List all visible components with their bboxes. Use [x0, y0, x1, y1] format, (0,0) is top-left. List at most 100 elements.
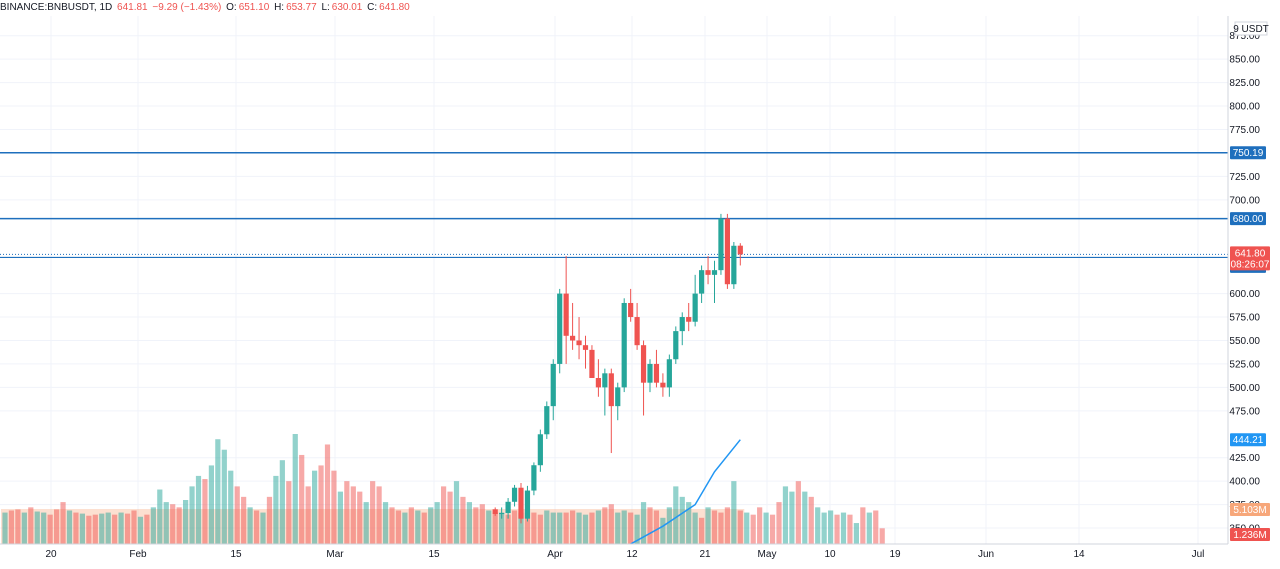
volume-bar	[834, 514, 840, 544]
candle-body	[608, 373, 614, 407]
price-tick-label: 825.00	[1229, 78, 1260, 89]
volume-profile-tag-bg	[1230, 503, 1270, 516]
time-tick-label: Feb	[129, 549, 147, 560]
candle-body	[640, 345, 647, 383]
horizontal-lines[interactable]	[0, 151, 1228, 259]
volume-bar	[408, 507, 414, 544]
candle-body	[550, 363, 556, 407]
volume-bar	[873, 510, 879, 544]
volume-bar	[441, 486, 447, 544]
volume-bar	[260, 512, 266, 544]
volume-bar	[415, 510, 421, 544]
current-price-tag: 641.80	[1235, 248, 1266, 259]
volume-bar	[647, 507, 653, 544]
volume-bar	[460, 496, 466, 544]
candle-body	[589, 349, 595, 379]
price-tick-label: 775.00	[1229, 125, 1260, 136]
volume-bar	[763, 512, 769, 544]
high-label: H:	[274, 2, 285, 13]
unit-box[interactable]	[1234, 21, 1268, 36]
candle-body	[615, 387, 621, 407]
volume-bar	[582, 514, 589, 544]
volume-bar	[234, 486, 240, 544]
candle-body	[595, 378, 601, 388]
volume-bar	[105, 512, 111, 544]
volume-bar	[821, 512, 827, 544]
volume-tag: 1.236M	[1233, 530, 1266, 541]
volume-bar	[679, 496, 685, 544]
volume-bar	[163, 502, 169, 544]
candle-body	[518, 487, 524, 519]
candle-body	[679, 317, 685, 332]
candle-body	[537, 434, 543, 466]
volume-bar	[389, 507, 395, 544]
unit-label: 9 USDT	[1233, 24, 1269, 35]
price-tick-label: 725.00	[1229, 172, 1260, 183]
volume-bar	[266, 496, 273, 544]
volume-bar	[195, 475, 202, 544]
volume-bar	[699, 517, 705, 544]
volume-bar	[705, 507, 711, 544]
volume-bar	[724, 507, 730, 544]
volume-bar	[292, 434, 298, 544]
volume-bar	[241, 496, 247, 544]
volume-bar	[2, 512, 8, 544]
line-price-tag: 750.19	[1233, 148, 1264, 159]
volume-bar	[544, 510, 550, 544]
volume-bar	[731, 481, 737, 544]
volume-bar	[550, 512, 556, 544]
volume-bar	[744, 512, 750, 544]
volume-tag-bg	[1230, 528, 1270, 541]
candle-body	[718, 218, 724, 271]
volume-bar	[621, 510, 627, 544]
time-axis[interactable]: 20 Feb 15 Mar 15 Apr 12 21 May 10 19 Jun 14 Jul	[45, 549, 1204, 560]
price-tick-label: 475.00	[1229, 406, 1260, 417]
candle-body	[724, 218, 730, 285]
volume-bar	[299, 454, 305, 544]
price-change: −9.29 (−1.43%)	[152, 2, 222, 13]
volume-bar	[41, 512, 47, 544]
ma-price-tag: 444.21	[1233, 435, 1264, 446]
last-price: 641.81	[117, 2, 148, 13]
low-value: 630.01	[331, 2, 363, 13]
time-tick-label: 10	[824, 549, 836, 560]
candle-countdown: 08:26:07	[1231, 259, 1270, 270]
volume-bar	[170, 504, 176, 544]
time-tick-label: Mar	[326, 549, 344, 560]
volume-bar	[382, 502, 389, 544]
volume-bar	[54, 509, 60, 544]
volume-bar	[253, 510, 260, 544]
volume-bar	[434, 502, 440, 544]
volume-bar	[215, 439, 221, 544]
volume-bar	[537, 514, 543, 544]
volume-bar	[640, 502, 647, 544]
line-price-tag: 680.00	[1233, 214, 1264, 225]
volume-bar	[879, 528, 885, 544]
volume-bar	[318, 465, 324, 544]
symbol-header: BINANCE:BNBUSDT, 1D 641.81 −9.29 (−1.43%…	[0, 0, 1280, 16]
candle-body	[505, 501, 511, 514]
price-chart[interactable]: 875.00 850.00 825.00 800.00 775.00 725.00 700.…	[0, 16, 1280, 569]
candle-body	[602, 373, 608, 388]
volume-bar	[789, 491, 795, 544]
price-tick-label: 400.00	[1229, 477, 1260, 488]
symbol-title[interactable]: BINANCE:BNBUSDT, 1D	[0, 2, 113, 13]
high-value: 653.77	[286, 2, 317, 13]
volume-bar	[331, 470, 337, 544]
time-tick-label: 21	[699, 549, 711, 560]
volume-bar	[602, 507, 608, 544]
volume-bar	[518, 512, 524, 544]
volume-bar	[99, 513, 105, 544]
volume-bar	[673, 486, 679, 544]
candle-body	[499, 513, 505, 515]
volume-bar	[570, 510, 576, 544]
volume-bars	[2, 434, 885, 544]
price-axis-bg[interactable]	[1228, 16, 1280, 569]
time-tick-label: 19	[889, 549, 901, 560]
price-tick-label: 525.00	[1229, 359, 1260, 370]
volume-bar	[769, 514, 776, 544]
candle-body	[660, 382, 666, 388]
volume-bar	[737, 510, 743, 544]
volume-bar	[363, 502, 369, 544]
volume-bar	[86, 515, 92, 544]
